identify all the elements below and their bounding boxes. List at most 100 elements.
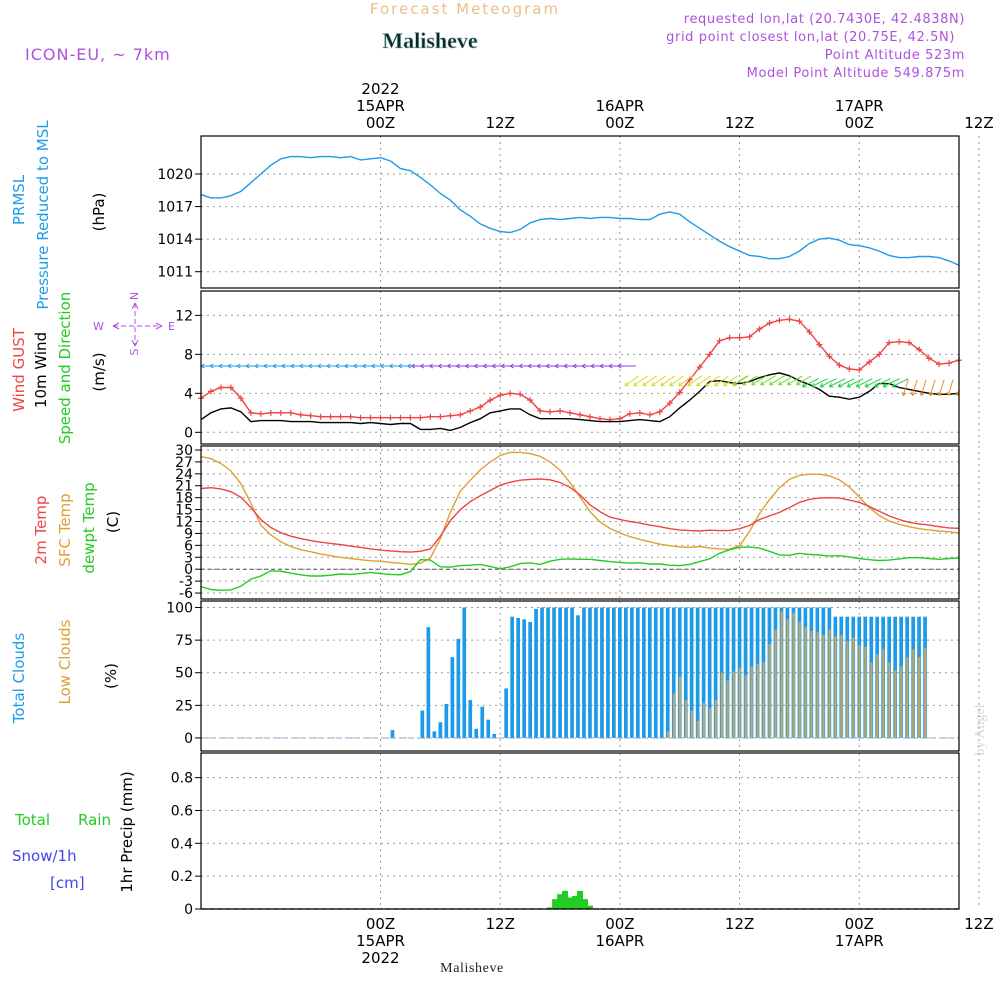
ytick-label-wind: 0 (184, 425, 193, 441)
ytick-label-temp: 12 (175, 515, 193, 531)
gust-marker (367, 414, 374, 421)
total-cloud-bar (390, 730, 395, 738)
precip-panel: 0 0.2 0.4 0.6 0.8 (171, 752, 980, 918)
low-cloud-bar (876, 654, 879, 738)
wind-arrow (669, 375, 684, 387)
rain-bar (577, 890, 583, 909)
time-top-label: 17APR (835, 97, 884, 115)
cloud-label-low: Low Clouds (56, 619, 74, 704)
wind-arrow (678, 375, 693, 387)
gust-marker (716, 337, 723, 344)
dewpt-line (201, 546, 959, 592)
precip-label-unit: 1hr Precip (mm) (118, 771, 136, 892)
gust-marker (207, 388, 214, 395)
gust-marker (746, 333, 753, 340)
low-cloud-bar (708, 708, 711, 738)
gust-marker (357, 414, 364, 421)
ytick-label-temp: 18 (175, 491, 193, 507)
gust-marker (397, 414, 404, 421)
wind-arrow (828, 378, 846, 388)
total-cloud-bar (636, 607, 640, 738)
low-cloud-bar (834, 636, 837, 738)
point-altitude: Point Altitude 523m (825, 48, 965, 63)
ytick-label-precip: 0.6 (171, 803, 193, 819)
gust-marker (217, 384, 224, 391)
gust-marker (447, 412, 454, 419)
gust-marker (696, 364, 703, 371)
low-cloud-bar (744, 675, 747, 738)
total-cloud-bar (677, 607, 682, 738)
low-cloud-bar (726, 680, 729, 738)
wind-arrow (624, 375, 640, 387)
rain-bar (582, 899, 588, 909)
footer-location: Malisheve (440, 961, 504, 976)
time-top-label: 00Z (845, 114, 874, 132)
low-cloud-bar (828, 629, 831, 738)
gridpoint-lonlat: grid point closest lon,lat (20.75E, 42.5… (666, 30, 955, 45)
wind-arrow (965, 380, 971, 396)
gust-marker (756, 326, 763, 333)
cloud-labels: Total Clouds Low Clouds (%) (10, 619, 120, 724)
ytick-label-precip: 0.2 (171, 869, 193, 885)
low-cloud-bar (702, 702, 705, 738)
compass-s-label: S (128, 348, 141, 355)
time-bottom-label: 16APR (595, 932, 644, 950)
total-cloud-bar (504, 688, 508, 738)
gust-marker (816, 341, 823, 348)
wind-arrow (617, 363, 636, 369)
gust-marker (527, 397, 534, 404)
low-cloud-bar (684, 700, 687, 738)
supertitle: Forecast Meteogram (370, 0, 560, 18)
total-cloud-bar (671, 607, 676, 738)
gust-marker (926, 355, 933, 362)
total-cloud-bar (624, 607, 628, 738)
total-cloud-bar (546, 607, 550, 738)
wind-arrow (910, 379, 918, 397)
gust-marker (377, 414, 384, 421)
total-cloud-bar (618, 607, 622, 738)
ytick-label-pressure: 1014 (157, 232, 193, 248)
wind-label-10m: 10m Wind (32, 332, 50, 408)
gust-marker (646, 411, 653, 418)
temp-label-sfc: SFC Temp (56, 493, 74, 566)
gust-marker (796, 318, 803, 325)
gust-marker (786, 316, 793, 323)
cloud-bars (390, 607, 927, 738)
time-top-label: 12Z (725, 114, 754, 132)
gust-marker (876, 351, 883, 358)
gust-marker (666, 400, 673, 407)
rain-bar (552, 899, 559, 909)
total-cloud-bar (570, 607, 574, 738)
wind-arrow (801, 378, 819, 388)
total-cloud-bar (468, 700, 473, 738)
sfc-temp-line (201, 451, 959, 566)
gust-marker (437, 413, 444, 420)
model-label: ICON-EU, ~ 7km (25, 45, 171, 64)
location-title: Malisheve (382, 28, 478, 53)
total-cloud-bar (695, 607, 700, 738)
time-bottom-label: 12Z (486, 915, 515, 933)
gust-marker (856, 366, 863, 373)
compass-w-label: W (93, 320, 104, 333)
low-cloud-bar (894, 670, 897, 738)
total-cloud-bar (528, 621, 532, 738)
wind-arrow (633, 375, 649, 387)
low-cloud-bar (786, 619, 789, 738)
wind-arrow (928, 379, 936, 397)
low-cloud-bar (750, 666, 753, 738)
wind-arrow (760, 375, 776, 386)
time-top-label: 00Z (366, 114, 395, 132)
low-cloud-bar (798, 621, 801, 738)
total-cloud-bar (426, 627, 431, 738)
wind-arrow (651, 375, 667, 387)
low-cloud-bar (822, 634, 825, 738)
total-cloud-bar (612, 607, 616, 738)
low-cloud-bar (924, 648, 927, 738)
gust-marker (557, 407, 564, 414)
total-cloud-bar (516, 618, 520, 738)
gust-marker (507, 390, 514, 397)
gust-marker (846, 365, 853, 372)
gust-marker (866, 359, 873, 366)
total-cloud-bar (653, 607, 658, 738)
rain-bar (587, 905, 593, 909)
